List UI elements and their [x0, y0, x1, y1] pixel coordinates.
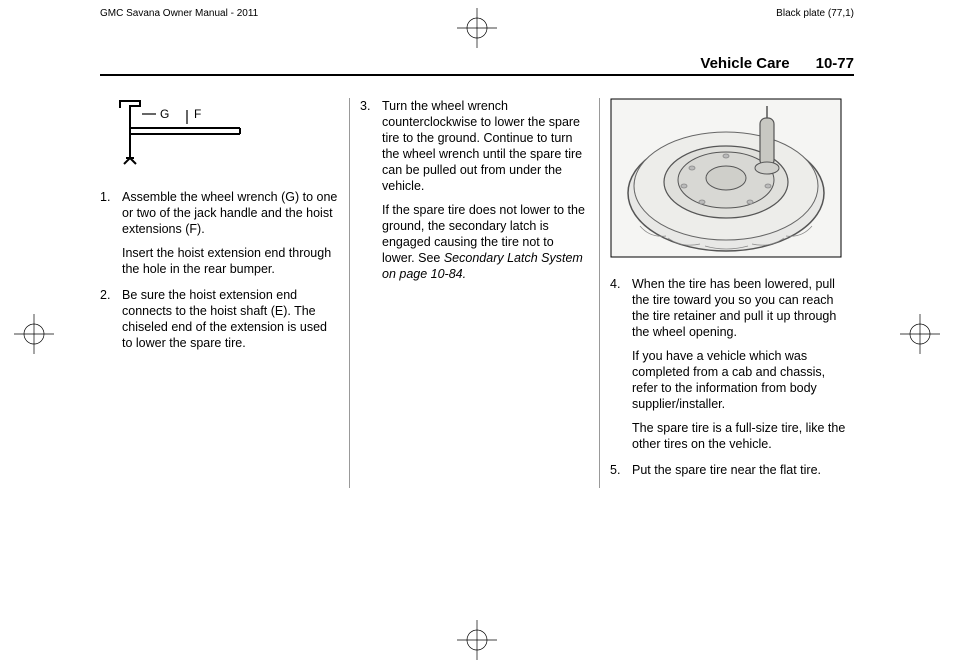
list-item: 3. Turn the wheel wrench counterclockwis…	[360, 98, 589, 282]
list-item: 2. Be sure the hoist extension end conne…	[100, 287, 339, 351]
registration-mark-right	[900, 314, 940, 354]
list-item: 5. Put the spare tire near the flat tire…	[610, 462, 850, 478]
body-text: When the tire has been lowered, pull the…	[632, 276, 850, 340]
page-number: 10-77	[816, 55, 854, 72]
item-number: 2.	[100, 287, 110, 303]
label-g: G	[160, 107, 169, 121]
body-text: Put the spare tire near the flat tire.	[632, 462, 850, 478]
tire-diagram	[610, 98, 850, 262]
item-number: 5.	[610, 462, 620, 478]
item-number: 1.	[100, 189, 110, 205]
column-1: G F 1. Assemble the wheel wrench (G) to …	[100, 98, 350, 488]
registration-mark-left	[14, 314, 54, 354]
list-item: 4. When the tire has been lowered, pull …	[610, 276, 850, 452]
chapter-title: Vehicle Care	[700, 55, 789, 72]
body-text: If the spare tire does not lower to the …	[382, 202, 589, 282]
body-text: Be sure the hoist extension end connects…	[122, 287, 339, 351]
item-number: 3.	[360, 98, 370, 114]
column-3: 4. When the tire has been lowered, pull …	[600, 98, 850, 488]
body-text: The spare tire is a full-size tire, like…	[632, 420, 850, 452]
registration-mark-top	[457, 8, 497, 48]
registration-mark-bottom	[457, 620, 497, 660]
item-number: 4.	[610, 276, 620, 292]
label-f: F	[194, 107, 201, 121]
manual-title: GMC Savana Owner Manual - 2011	[100, 8, 258, 19]
body-text: Insert the hoist extension end through t…	[122, 245, 339, 277]
body-text: Turn the wheel wrench counterclockwise t…	[382, 98, 589, 194]
body-text: Assemble the wheel wrench (G) to one or …	[122, 189, 339, 237]
wrench-diagram: G F	[112, 98, 339, 177]
column-2: 3. Turn the wheel wrench counterclockwis…	[350, 98, 600, 488]
list-item: 1. Assemble the wheel wrench (G) to one …	[100, 189, 339, 277]
chapter-header: Vehicle Care 10-77	[100, 55, 854, 76]
body-text: If you have a vehicle which was complete…	[632, 348, 850, 412]
plate-ref: Black plate (77,1)	[776, 8, 854, 19]
